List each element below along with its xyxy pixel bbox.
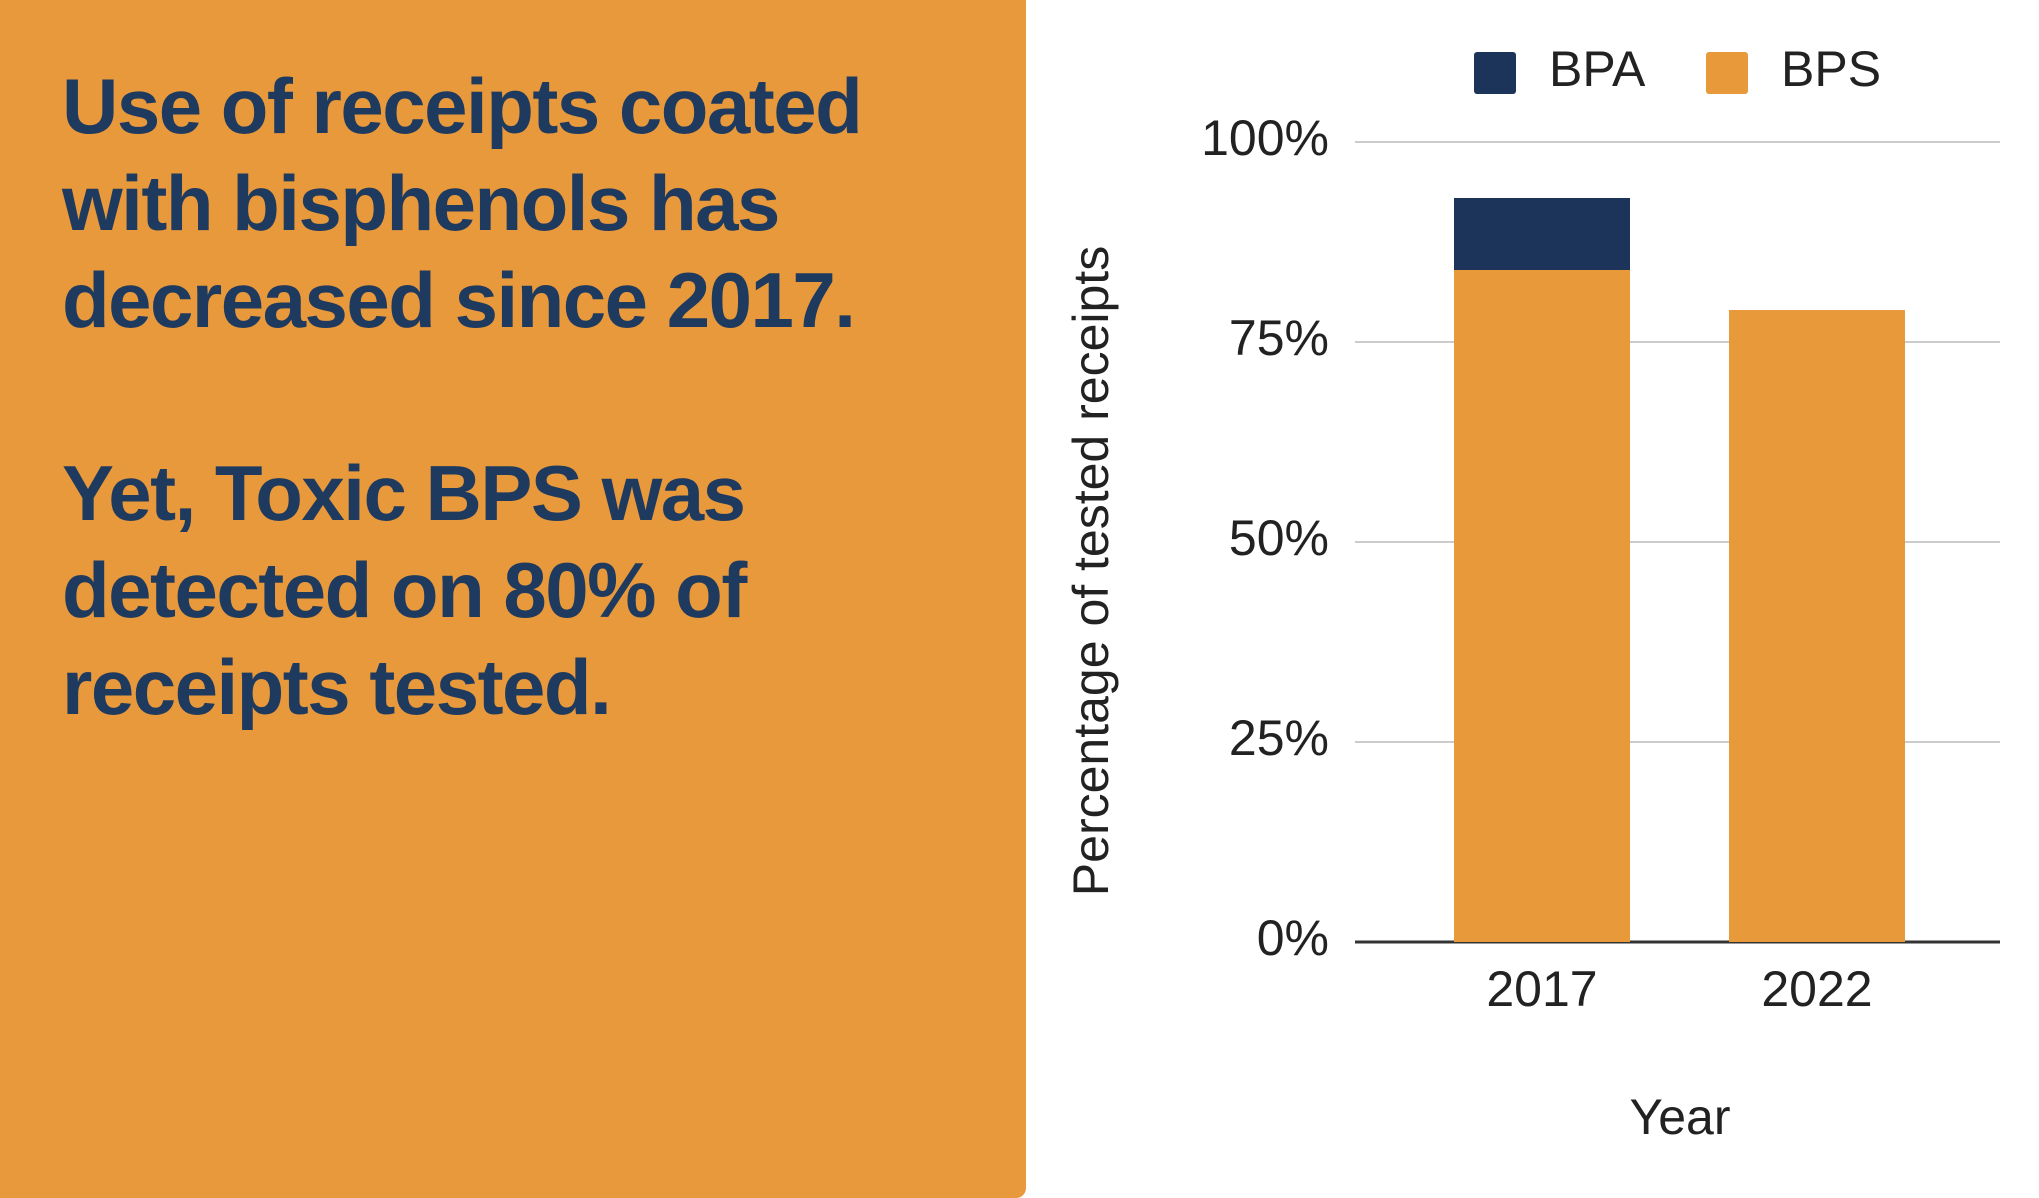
legend-swatch	[1706, 52, 1748, 94]
legend-label: BPA	[1549, 41, 1646, 97]
headline-line: detected on 80% of	[62, 546, 747, 634]
y-tick-label: 50%	[1229, 510, 1329, 566]
legend-swatch	[1474, 52, 1516, 94]
paragraph: Use of receipts coated with bisphenols ha…	[62, 58, 863, 349]
x-tick-label: 2017	[1486, 961, 1597, 1017]
bar-segment	[1729, 310, 1905, 942]
y-tick-label: 75%	[1229, 310, 1329, 366]
bar-segment	[1454, 270, 1630, 942]
legend-label: BPS	[1781, 41, 1881, 97]
headline-line: with bisphenols has	[62, 159, 780, 247]
headline-line: receipts tested.	[62, 643, 612, 731]
y-tick-label: 25%	[1229, 710, 1329, 766]
y-axis-label: Percentage of tested receipts	[1063, 246, 1119, 896]
x-tick-label: 2022	[1761, 961, 1872, 1017]
headline-line: decreased since 2017.	[62, 256, 856, 344]
paragraph: Yet, Toxic BPS was detected on 80% of rece…	[62, 445, 861, 736]
headline-line: Use of receipts coated	[62, 62, 863, 150]
y-tick-label: 100%	[1201, 110, 1329, 166]
text-panel: Use of receipts coated with bisphenols ha…	[0, 0, 1026, 1198]
headline-line: Yet, Toxic BPS was	[62, 449, 746, 537]
bar-segment	[1454, 198, 1630, 270]
y-tick-label: 0%	[1257, 910, 1329, 966]
x-axis-label: Year	[1629, 1089, 1730, 1145]
headline: Use of receipts coated with bisphenols ha…	[62, 58, 863, 832]
